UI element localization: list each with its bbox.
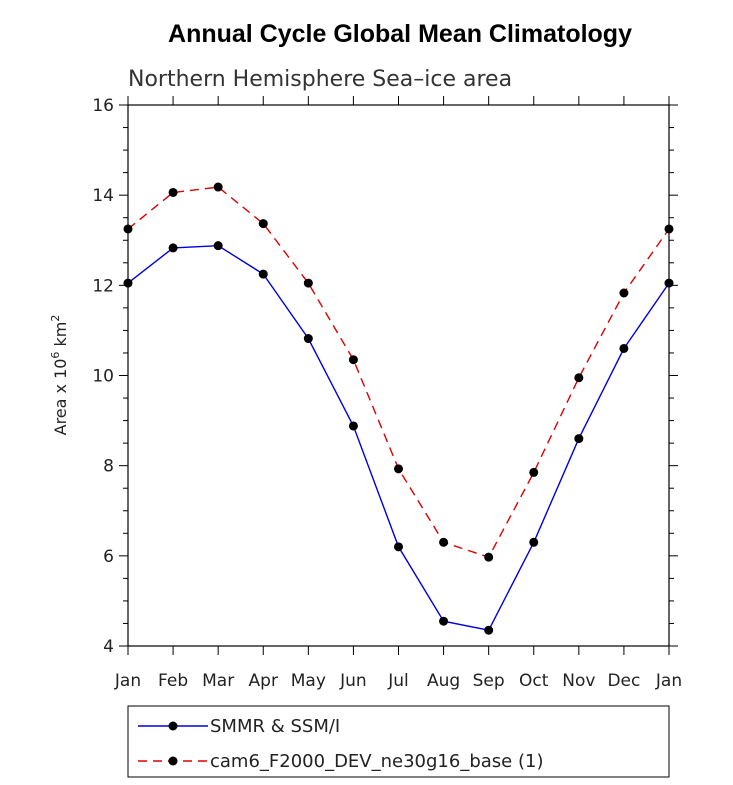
series-line-1 [127,186,670,559]
x-tick-label: May [291,671,326,691]
x-tick-label: Apr [249,671,278,691]
data-point-1 [574,373,584,383]
legend-marker-smmr [168,721,178,731]
data-point-1 [484,552,494,562]
x-tick-label: Oct [519,671,549,691]
x-tick-label: Sep [473,671,505,691]
x-tick-label: Jun [339,671,367,691]
data-point-1 [348,355,358,365]
data-point-0 [168,243,178,253]
series-layer [123,182,674,635]
data-point-0 [484,625,494,635]
y-tick-label: 16 [92,96,114,116]
legend-label-smmr: SMMR & SSM/I [210,716,340,737]
data-point-1 [439,537,449,547]
plot-frame [127,104,670,647]
y-axis-label-sup2: 2 [49,315,62,322]
y-tick-label: 4 [103,637,114,657]
data-point-0 [258,269,268,279]
x-tick-label: Aug [427,671,460,691]
data-point-0 [439,616,449,626]
x-tick-label: Jul [387,671,409,691]
data-point-1 [258,219,268,229]
data-point-0 [348,421,358,431]
y-tick-label: 6 [103,547,114,567]
data-point-1 [168,187,178,197]
chart-subtitle: Northern Hemisphere Sea–ice area [128,67,512,92]
x-tick-label: Jan [655,671,682,691]
y-tick-label: 8 [103,457,114,477]
y-tick-label: 12 [92,276,114,296]
legend-marker-cam6 [168,756,178,766]
data-point-0 [303,334,313,344]
y-tick-label: 10 [92,367,114,387]
data-point-0 [529,537,539,547]
data-point-1 [213,182,223,192]
data-point-0 [213,241,223,251]
x-tick-label: Dec [607,671,640,691]
y-tick-label: 14 [92,186,114,206]
data-point-1 [529,467,539,477]
data-point-1 [394,464,403,474]
x-tick-label: Feb [158,671,188,691]
x-tick-label: Jan [114,671,141,691]
x-tick-label: Mar [202,671,234,691]
data-point-1 [619,288,629,298]
data-point-1 [303,278,313,288]
legend: SMMR & SSM/I cam6_F2000_DEV_ne30g16_base… [127,705,670,778]
y-axis-label-sup1: 6 [49,352,62,359]
axis-ticks: 4 6 8 10 12 14 16 Jan Feb Mar Apr May Jun Jul Aug Sep Oc… [92,96,682,691]
x-tick-label: Nov [562,671,595,691]
data-point-0 [619,343,629,353]
legend-label-cam6: cam6_F2000_DEV_ne30g16_base (1) [210,751,543,772]
y-axis-label-main: Area x 10 [51,359,70,436]
series-line-0 [127,244,670,631]
legend-box [127,705,670,778]
y-axis-label-mid: km [51,322,70,352]
data-point-0 [574,434,584,444]
data-point-0 [394,542,403,552]
chart-title: Annual Cycle Global Mean Climatology [168,20,632,48]
y-axis-label: Area x 106 km2 [49,315,70,436]
